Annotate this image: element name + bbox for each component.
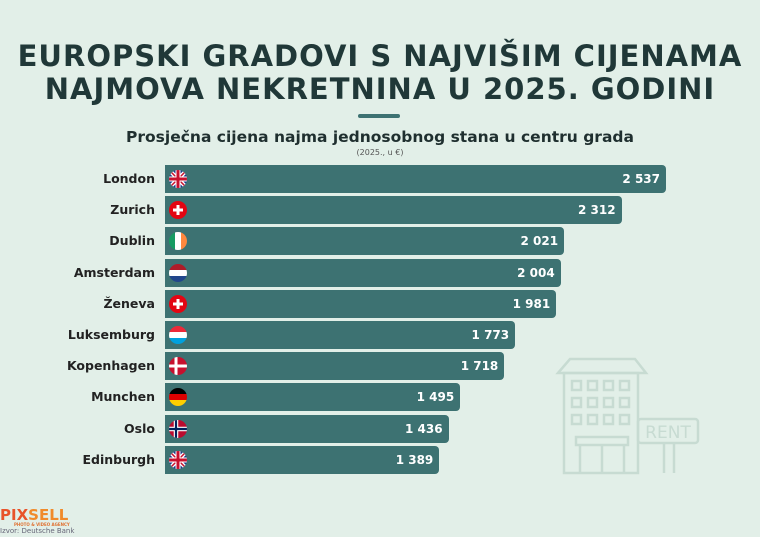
chart-subtitle: Prosječna cijena najma jednosobnog stana… xyxy=(126,128,634,146)
ireland-flag-icon xyxy=(169,232,187,251)
pixsell-logo: PIXSELL xyxy=(0,506,68,524)
value-label: 1 436 xyxy=(404,421,443,436)
value-label: 2 004 xyxy=(517,265,555,280)
bar: 1 718 xyxy=(165,352,505,381)
bar-row: London 2 537 xyxy=(0,165,760,193)
rent-sign-text: RENT xyxy=(645,423,691,443)
norway-flag-icon xyxy=(169,419,187,438)
category-label: Edinburgh xyxy=(82,451,155,467)
bar-row: Kopenhagen 1 718 xyxy=(0,352,760,381)
category-label: Kopenhagen xyxy=(66,358,155,374)
category-label: Dublin xyxy=(109,233,155,249)
value-label: 1 981 xyxy=(512,296,551,311)
bar: 1 981 xyxy=(165,289,557,318)
bar-row: Dublin 2 021 xyxy=(0,227,760,256)
switzerland-flag-icon xyxy=(169,294,187,313)
bar: 2 004 xyxy=(165,258,561,287)
value-label: 2 312 xyxy=(577,203,616,218)
category-label: Oslo xyxy=(124,420,155,436)
bar-row: Luksemburg 1 773 xyxy=(0,321,760,349)
value-label: 2 537 xyxy=(622,172,660,186)
logo-text-b: SELL xyxy=(28,506,69,524)
category-label: Luksemburg xyxy=(67,327,155,342)
bar-row: Edinburgh 1 389 xyxy=(0,445,760,474)
value-label: 1 718 xyxy=(460,359,499,374)
category-label: London xyxy=(103,171,155,186)
building-rent-icon: RENT xyxy=(555,357,700,475)
netherlands-flag-icon xyxy=(169,263,187,282)
luxembourg-flag-icon xyxy=(169,326,187,344)
value-label: 2 021 xyxy=(520,234,559,249)
value-label: 1 389 xyxy=(395,452,434,467)
chart-title: EUROPSKI GRADOVI S NAJVIŠIM CIJENAMA NAJ… xyxy=(17,39,743,106)
bar: 1 495 xyxy=(165,383,461,412)
value-label: 1 773 xyxy=(471,328,510,342)
category-label: Zurich xyxy=(110,202,155,218)
category-label: Ženeva xyxy=(103,295,155,311)
bar-row: Munchen 1 495 xyxy=(0,383,760,412)
category-label: Amsterdam xyxy=(73,264,155,280)
bar-row: Amsterdam 2 004 xyxy=(0,258,760,287)
bar: 2 021 xyxy=(165,227,565,256)
bar: 1 773 xyxy=(165,321,516,349)
bar-row: Ženeva 1 981 xyxy=(0,289,760,318)
bar-row: Oslo 1 436 xyxy=(0,414,760,443)
bar: 2 537 xyxy=(165,165,666,193)
logo-tagline: PHOTO & VIDEO AGENCY xyxy=(14,522,70,527)
bar: 1 436 xyxy=(165,414,449,443)
germany-flag-icon xyxy=(169,388,187,407)
bar-row: Zurich 2 312 xyxy=(0,196,760,225)
switzerland-flag-icon xyxy=(169,201,187,220)
source-note: Izvor: Deutsche Bank xyxy=(0,527,75,535)
bar: 1 389 xyxy=(165,445,440,474)
unit-label: (2025., u €) xyxy=(356,148,404,157)
logo-text-a: PIX xyxy=(0,506,29,524)
value-label: 1 495 xyxy=(416,390,455,405)
uk-flag-icon xyxy=(169,170,187,188)
title-divider xyxy=(358,114,400,118)
uk-flag-icon xyxy=(169,450,187,469)
bar: 2 312 xyxy=(165,196,622,225)
category-label: Munchen xyxy=(91,389,155,405)
denmark-flag-icon xyxy=(169,357,187,376)
